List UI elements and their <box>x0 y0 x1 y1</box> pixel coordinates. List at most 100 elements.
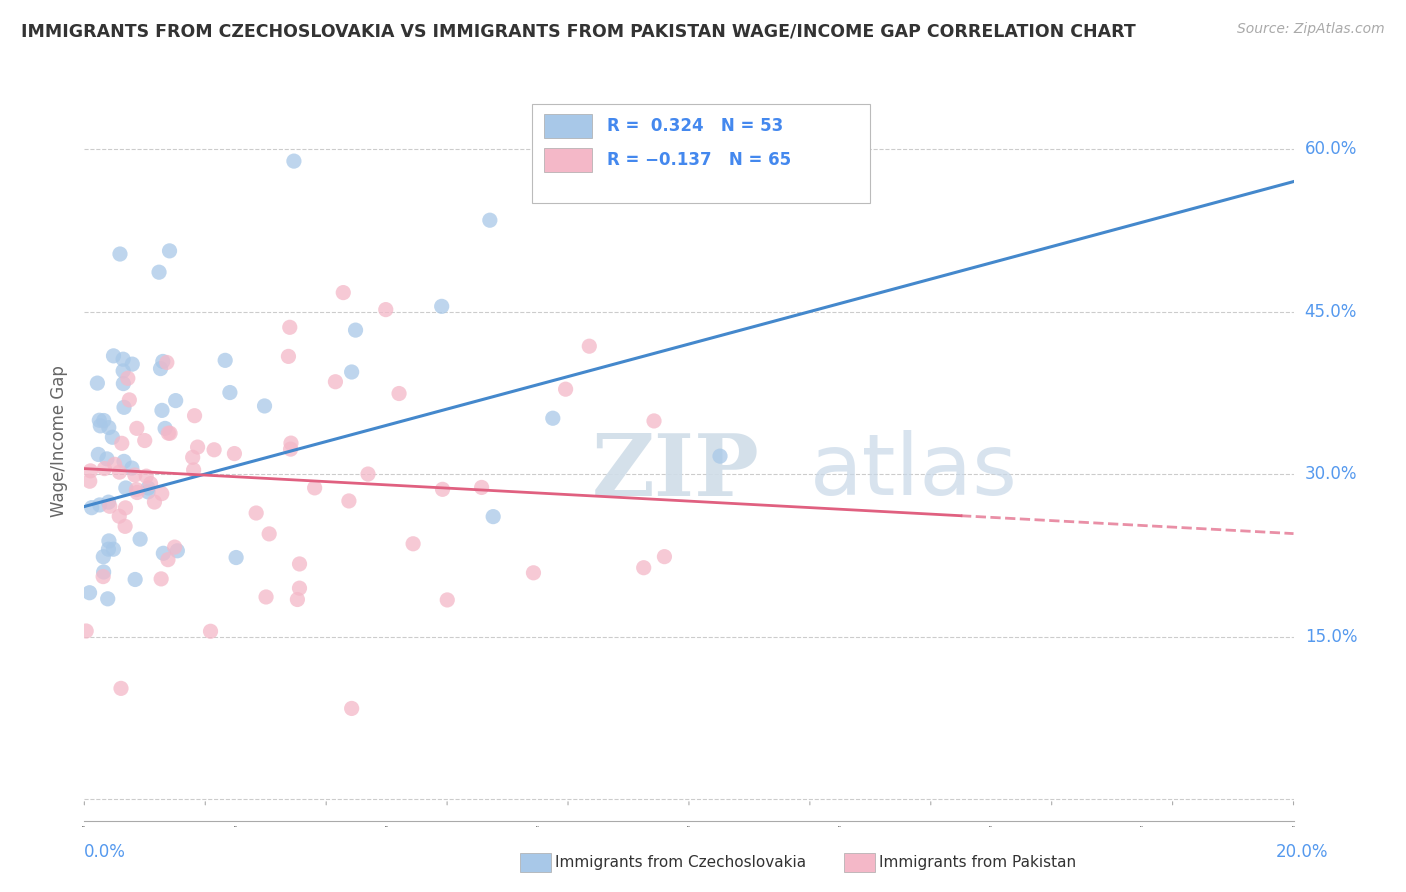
Point <box>91 549 114 564</box>
Point <box>166 543 188 558</box>
Point <box>340 701 363 715</box>
Text: ZIP: ZIP <box>592 430 761 514</box>
Point <box>254 590 277 604</box>
Text: 60.0%: 60.0% <box>1305 140 1357 158</box>
Point <box>152 546 174 560</box>
Point <box>149 361 172 376</box>
Point <box>157 426 180 441</box>
Point <box>337 494 360 508</box>
Text: 15.0%: 15.0% <box>1305 627 1357 646</box>
Point <box>124 573 146 587</box>
Point <box>202 442 225 457</box>
Point <box>181 450 204 465</box>
Point <box>183 409 205 423</box>
Point <box>103 542 125 557</box>
Point <box>388 386 411 401</box>
Point <box>257 527 280 541</box>
Point <box>112 401 135 415</box>
Point <box>280 442 302 457</box>
FancyBboxPatch shape <box>531 104 870 202</box>
Point <box>108 509 131 524</box>
Point <box>101 430 124 444</box>
FancyBboxPatch shape <box>544 148 592 172</box>
Point <box>114 519 136 533</box>
Text: 0.0%: 0.0% <box>84 843 127 861</box>
Point <box>148 265 170 279</box>
Point <box>104 458 127 472</box>
Point <box>112 364 135 378</box>
Text: 30.0%: 30.0% <box>1305 465 1357 483</box>
Point <box>522 566 544 580</box>
Point <box>112 454 135 468</box>
Point <box>278 320 301 334</box>
Point <box>159 244 181 258</box>
Point <box>156 552 179 566</box>
Point <box>97 533 120 548</box>
Point <box>91 569 114 583</box>
Point <box>374 302 396 317</box>
Point <box>136 484 159 499</box>
Point <box>277 350 299 364</box>
Point <box>709 449 731 463</box>
Point <box>118 392 141 407</box>
Point <box>75 624 97 638</box>
Point <box>150 572 173 586</box>
Point <box>87 447 110 461</box>
Text: R = −0.137   N = 65: R = −0.137 N = 65 <box>607 152 790 169</box>
Point <box>139 476 162 491</box>
Point <box>79 586 101 600</box>
Point <box>114 500 136 515</box>
Point <box>97 542 120 557</box>
Point <box>89 413 111 427</box>
Point <box>103 349 125 363</box>
Text: IMMIGRANTS FROM CZECHOSLOVAKIA VS IMMIGRANTS FROM PAKISTAN WAGE/INCOME GAP CORRE: IMMIGRANTS FROM CZECHOSLOVAKIA VS IMMIGR… <box>21 22 1136 40</box>
Point <box>340 365 363 379</box>
Point <box>187 440 209 454</box>
Point <box>153 421 176 435</box>
Point <box>93 413 115 427</box>
Point <box>224 446 246 460</box>
Point <box>121 461 143 475</box>
Point <box>150 403 173 417</box>
FancyBboxPatch shape <box>544 114 592 138</box>
Point <box>134 434 156 448</box>
Point <box>288 581 311 595</box>
Point <box>554 382 576 396</box>
Point <box>93 461 115 475</box>
Point <box>124 468 146 483</box>
Text: R =  0.324   N = 53: R = 0.324 N = 53 <box>607 117 783 135</box>
Text: 45.0%: 45.0% <box>1305 302 1357 320</box>
Point <box>80 500 103 515</box>
Point <box>98 500 121 514</box>
Point <box>436 593 458 607</box>
Point <box>280 436 302 450</box>
Point <box>159 426 181 441</box>
Y-axis label: Wage/Income Gap: Wage/Income Gap <box>51 366 69 517</box>
Point <box>478 213 501 227</box>
Point <box>93 565 115 579</box>
Point <box>332 285 354 300</box>
Point <box>129 532 152 546</box>
Point <box>325 375 347 389</box>
Point <box>135 469 157 483</box>
Point <box>163 540 186 554</box>
Point <box>304 481 326 495</box>
Point <box>125 483 148 497</box>
Point <box>482 509 505 524</box>
Point <box>117 371 139 385</box>
Point <box>288 557 311 571</box>
Point <box>143 495 166 509</box>
Point <box>156 355 179 369</box>
Point <box>219 385 242 400</box>
Point <box>97 420 120 434</box>
Text: atlas: atlas <box>810 430 1018 514</box>
Point <box>253 399 276 413</box>
Point <box>86 376 108 390</box>
Point <box>89 418 111 433</box>
Point <box>79 474 101 488</box>
Point <box>357 467 380 481</box>
Point <box>152 354 174 368</box>
Point <box>633 560 655 574</box>
Point <box>150 486 173 500</box>
Point <box>125 421 148 435</box>
